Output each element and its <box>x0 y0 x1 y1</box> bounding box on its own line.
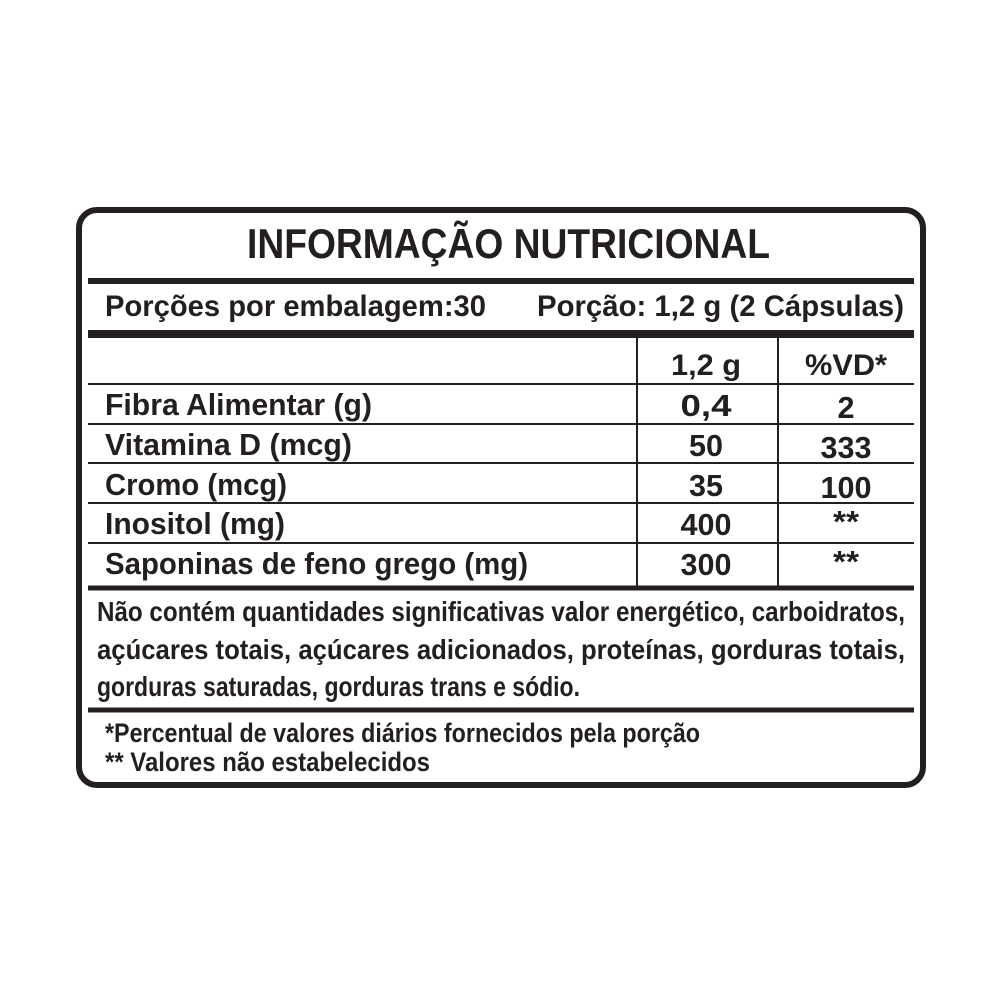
footnote: ** Valores não estabelecidos <box>105 747 430 777</box>
nutrient-amount: 50 <box>689 428 723 463</box>
nutrient-amount: 400 <box>681 507 732 542</box>
note-line: gorduras saturadas, gorduras trans e sód… <box>97 671 580 702</box>
nutrient-name: Fibra Alimentar (g) <box>105 387 372 422</box>
servings-per-package: Porções por embalagem:30 <box>105 290 486 323</box>
nutrient-name: Saponinas de feno grego (mg) <box>105 546 528 581</box>
label-border <box>76 207 926 788</box>
nutrient-amount: 300 <box>681 547 732 582</box>
nutrient-amount: 0,4 <box>681 388 733 423</box>
daily-value: 2 <box>838 390 855 425</box>
title: INFORMAÇÃO NUTRICIONAL <box>247 220 770 267</box>
note-line: açúcares totais, açúcares adicionados, p… <box>97 634 905 665</box>
column-header: 1,2 g <box>671 349 741 382</box>
column-header: %VD* <box>805 349 887 382</box>
nutrient-name: Cromo (mcg) <box>105 467 287 502</box>
daily-value: ** <box>833 504 860 539</box>
nutrient-name: Vitamina D (mcg) <box>105 427 352 462</box>
note-line: Não contém quantidades significativas va… <box>97 596 905 627</box>
nutrient-amount: 35 <box>689 468 723 503</box>
nutrient-name: Inositol (mg) <box>105 506 285 541</box>
daily-value: 333 <box>821 430 872 465</box>
footnote: *Percentual de valores diários fornecido… <box>105 718 700 748</box>
serving-size: Porção: 1,2 g (2 Cápsulas) <box>537 290 904 323</box>
daily-value: 100 <box>821 470 872 505</box>
daily-value: ** <box>833 544 860 579</box>
